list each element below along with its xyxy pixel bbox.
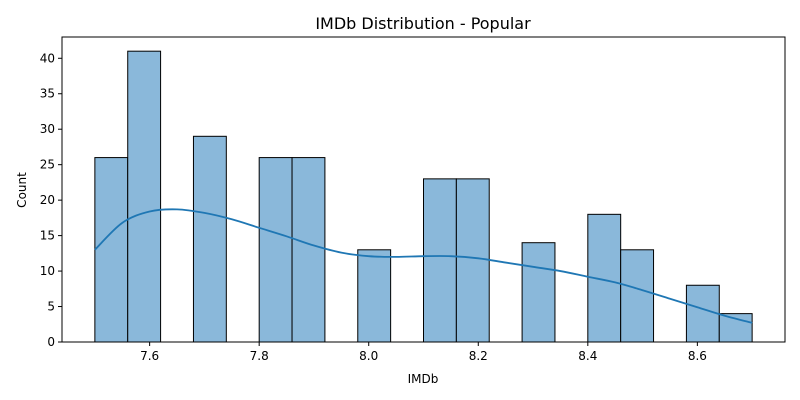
- plot-frame: [61, 36, 786, 343]
- y-tick-label: 40: [40, 51, 55, 65]
- x-tick-label: 8.2: [469, 349, 488, 363]
- histogram-bar-3: [192, 135, 227, 343]
- histogram-bar-11: [455, 178, 490, 343]
- kde-line: [94, 208, 753, 324]
- y-tick-label: 20: [40, 193, 55, 207]
- y-tick-label: 5: [47, 300, 55, 314]
- x-tick-label: 8.4: [578, 349, 597, 363]
- y-tick-label: 35: [40, 87, 55, 101]
- y-axis-ticks: 0 5 10 15 20 25 30 35 40: [40, 51, 62, 349]
- histogram-bar-16: [620, 249, 655, 343]
- y-tick-label: 0: [47, 335, 55, 349]
- y-tick-label: 25: [40, 158, 55, 172]
- histogram-bar-10: [423, 178, 457, 343]
- x-axis-label: IMDb: [408, 372, 439, 386]
- histogram-bar-8: [357, 249, 392, 343]
- y-tick-label: 10: [40, 264, 55, 278]
- histogram-bar-1: [127, 50, 162, 343]
- y-tick-label: 30: [40, 122, 55, 136]
- x-tick-label: 7.6: [140, 349, 159, 363]
- histogram-bar-18: [685, 284, 720, 343]
- histogram-bar-0: [94, 157, 129, 343]
- chart-title: IMDb Distribution - Popular: [315, 14, 531, 33]
- histogram-bar-5: [258, 157, 293, 343]
- y-tick-label: 15: [40, 229, 55, 243]
- y-axis-label: Count: [15, 172, 29, 208]
- x-tick-label: 8.6: [688, 349, 707, 363]
- x-tick-label: 8.0: [359, 349, 378, 363]
- x-axis-ticks: 7.6 7.8 8.0 8.2 8.4 8.6: [140, 342, 707, 363]
- histogram-bar-13: [521, 242, 556, 343]
- histogram-bars: [94, 50, 753, 343]
- x-tick-label: 7.8: [250, 349, 269, 363]
- histogram-bar-6: [291, 157, 326, 343]
